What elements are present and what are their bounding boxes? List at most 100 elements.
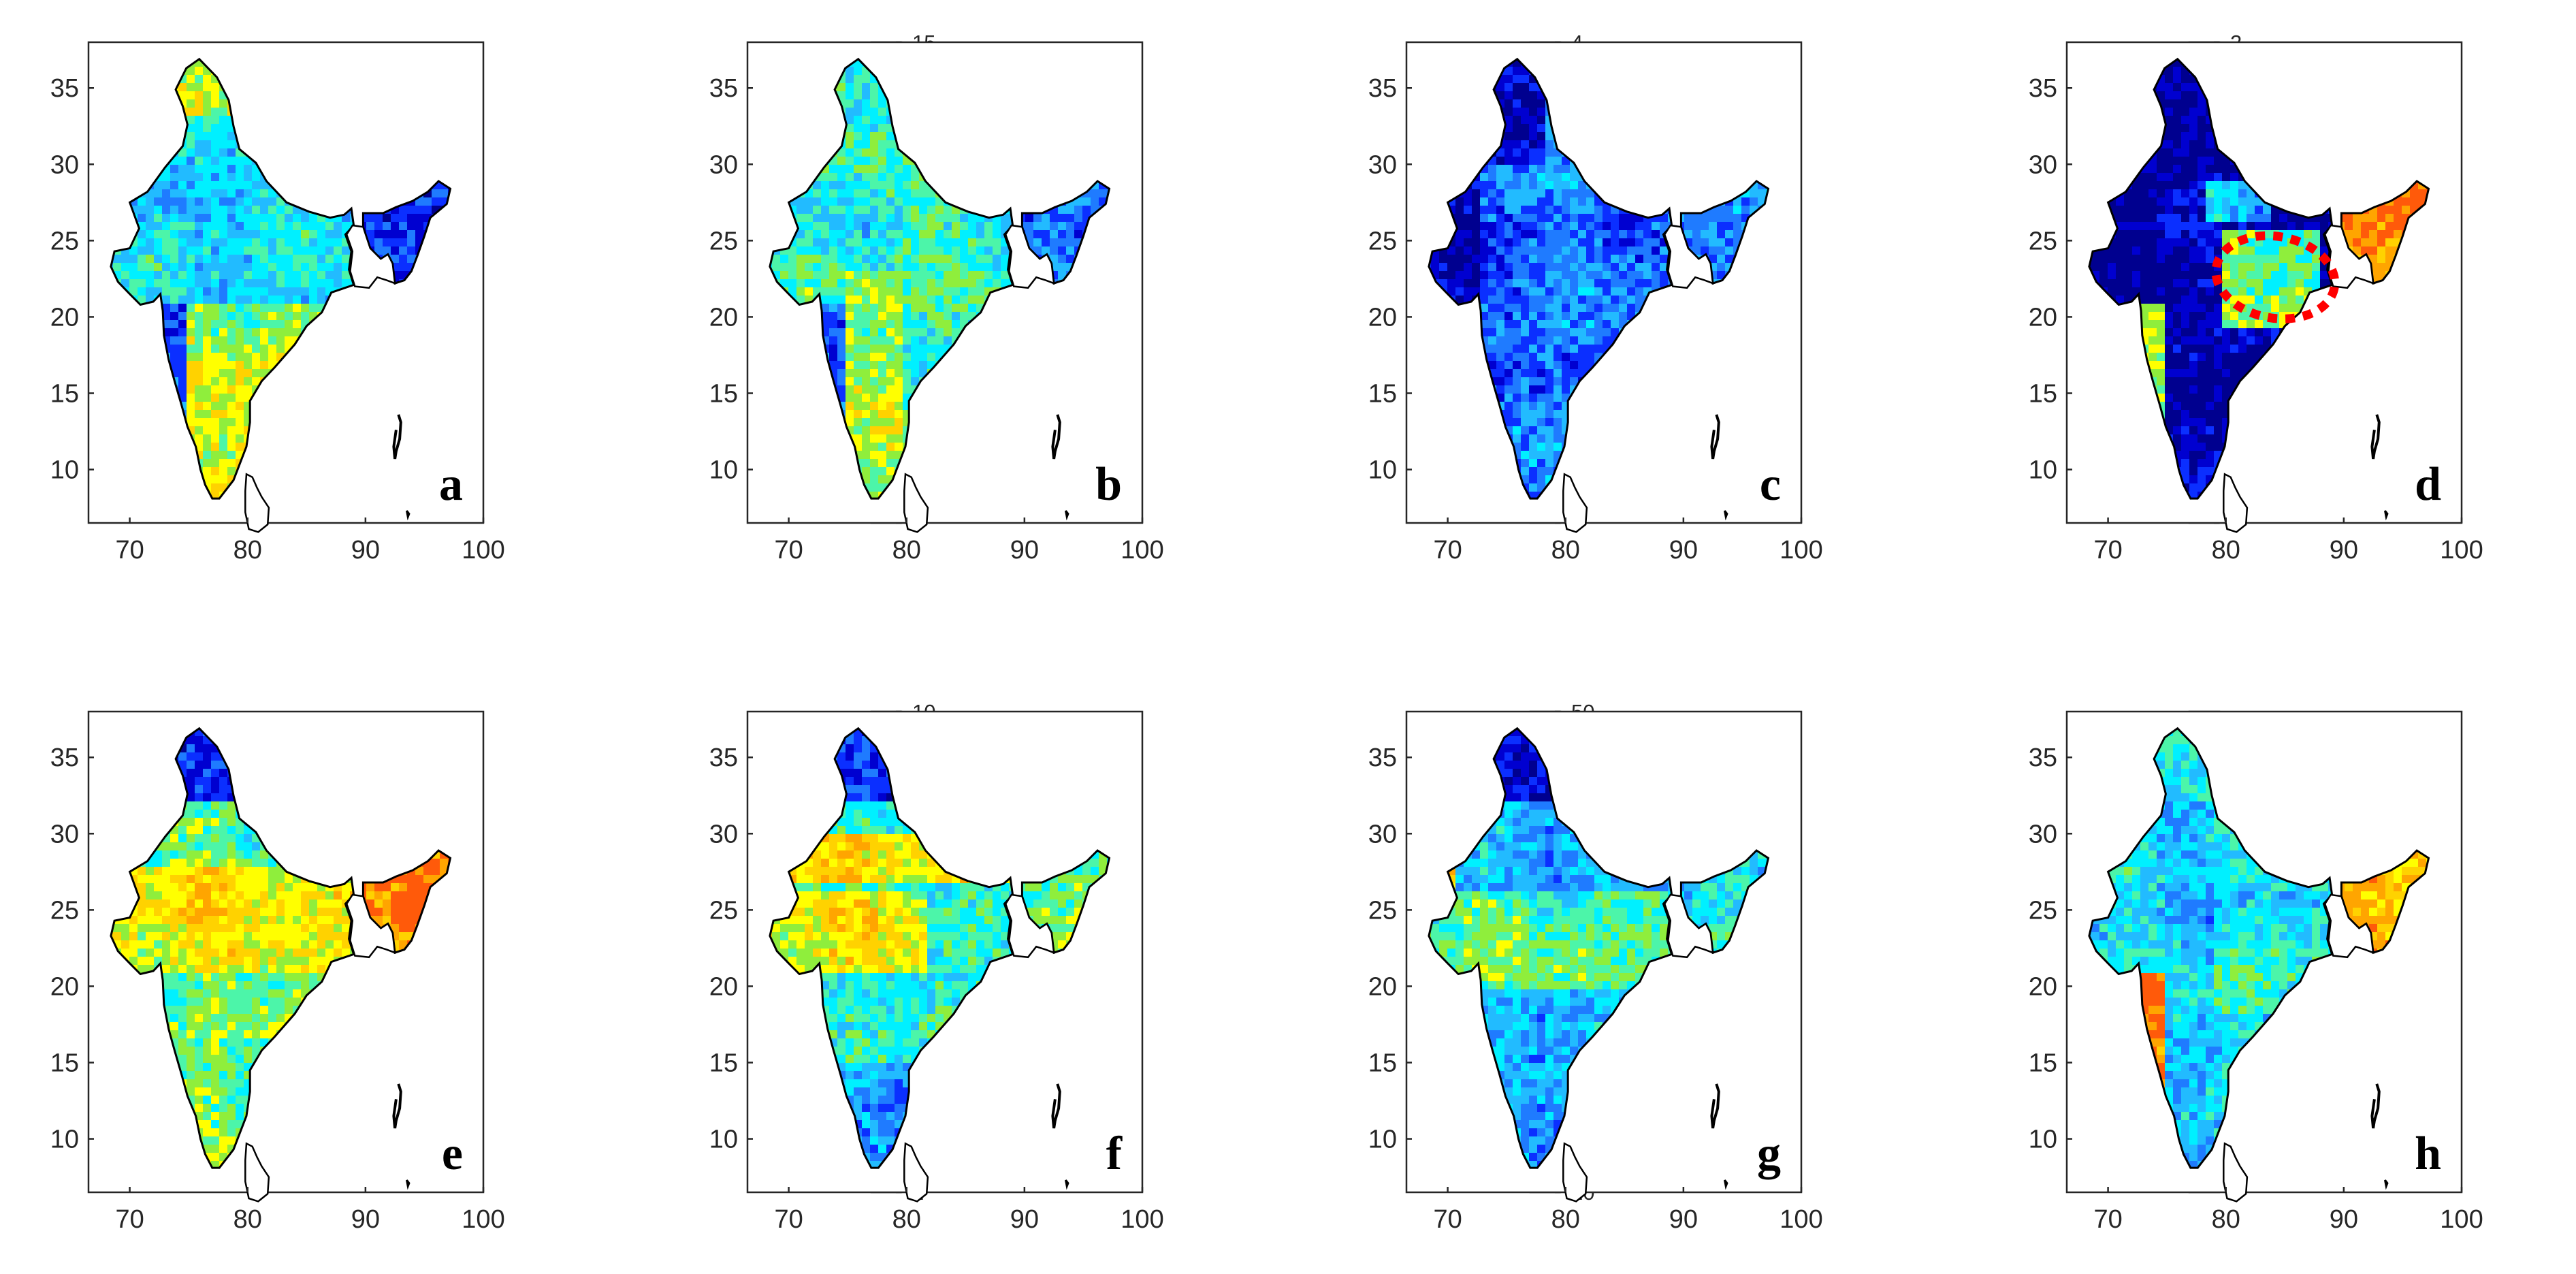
map-panel-d: 708090100353025201510d00.511.522.53 <box>2029 41 2483 564</box>
y-tick-label: 20 <box>1368 972 1397 1001</box>
y-tick-label: 30 <box>50 150 79 179</box>
nicobar-islands <box>2384 510 2389 521</box>
andaman-islands <box>2370 1083 2381 1129</box>
india-boundary <box>769 57 1014 500</box>
india-boundary <box>769 727 1014 1169</box>
x-tick-label: 100 <box>1121 536 1163 564</box>
x-tick-label: 70 <box>2093 1205 2122 1234</box>
andaman-islands <box>1051 1083 1061 1129</box>
y-tick-label: 30 <box>1368 150 1397 179</box>
x-tick-label: 80 <box>234 1205 262 1234</box>
bangladesh-outline <box>1004 893 1055 959</box>
india-boundary <box>110 727 355 1169</box>
map-panel-e: 708090100353025201510e246810 <box>50 700 936 1234</box>
india-boundary <box>110 57 355 500</box>
map-panel-h: 708090100353025201510h0100200300400500 <box>2029 710 2483 1234</box>
x-tick-label: 100 <box>1780 1205 1822 1234</box>
nicobar-islands <box>1724 510 1728 521</box>
nicobar-islands <box>1065 1179 1069 1190</box>
y-tick-label: 10 <box>50 456 79 485</box>
sri-lanka-outline <box>1562 1142 1588 1203</box>
panel-label: b <box>1095 458 1122 511</box>
y-tick-label: 20 <box>50 303 79 332</box>
y-tick-label: 25 <box>709 896 738 925</box>
y-tick-label: 35 <box>50 744 79 772</box>
x-tick-label: 90 <box>1669 536 1698 564</box>
y-tick-label: 15 <box>50 379 79 408</box>
map-panel-a: 708090100353025201510a051015 <box>50 31 936 564</box>
bangladesh-outline <box>1663 893 1714 959</box>
x-tick-label: 100 <box>462 536 504 564</box>
y-tick-label: 30 <box>50 820 79 848</box>
sri-lanka-outline <box>903 1142 929 1203</box>
x-tick-label: 70 <box>2093 536 2122 564</box>
x-tick-label: 80 <box>1551 1205 1580 1234</box>
y-tick-label: 10 <box>709 1126 738 1154</box>
x-tick-label: 80 <box>892 1205 921 1234</box>
y-tick-label: 10 <box>709 456 738 485</box>
y-tick-label: 30 <box>1368 820 1397 848</box>
x-tick-label: 70 <box>774 536 803 564</box>
x-tick-label: 100 <box>1780 536 1822 564</box>
sri-lanka-outline <box>903 473 929 533</box>
y-tick-label: 20 <box>1368 303 1397 332</box>
x-tick-label: 100 <box>2440 1205 2483 1234</box>
x-tick-label: 90 <box>351 536 380 564</box>
panel-label: g <box>1757 1128 1781 1180</box>
y-tick-label: 20 <box>709 303 738 332</box>
y-tick-label: 20 <box>709 972 738 1001</box>
y-tick-label: 25 <box>1368 227 1397 255</box>
y-tick-label: 35 <box>2029 744 2057 772</box>
y-tick-label: 15 <box>709 1049 738 1077</box>
x-tick-label: 70 <box>1433 536 1462 564</box>
y-tick-label: 30 <box>2029 150 2057 179</box>
bangladesh-outline <box>1663 224 1714 289</box>
y-tick-label: 20 <box>2029 303 2057 332</box>
highlight-ellipse <box>2211 231 2340 323</box>
andaman-islands <box>392 1083 402 1129</box>
y-tick-label: 10 <box>1368 456 1397 485</box>
panel-label: d <box>2415 458 2441 511</box>
nicobar-islands <box>406 1179 410 1190</box>
x-tick-label: 70 <box>115 536 144 564</box>
y-tick-label: 15 <box>2029 1049 2057 1077</box>
sri-lanka-outline <box>2223 1142 2249 1203</box>
y-tick-label: 35 <box>50 74 79 103</box>
y-tick-label: 30 <box>2029 820 2057 848</box>
y-tick-label: 15 <box>709 379 738 408</box>
x-tick-label: 100 <box>462 1205 504 1234</box>
y-tick-label: 15 <box>1368 1049 1397 1077</box>
india-boundary <box>2088 57 2334 500</box>
x-tick-label: 90 <box>1010 536 1039 564</box>
y-tick-label: 20 <box>2029 972 2057 1001</box>
bangladesh-outline <box>2323 893 2374 959</box>
nicobar-islands <box>406 510 410 521</box>
x-tick-label: 90 <box>1010 1205 1039 1234</box>
andaman-islands <box>2370 414 2381 460</box>
bangladesh-outline <box>1004 224 1055 289</box>
x-tick-label: 90 <box>351 1205 380 1234</box>
india-boundary <box>1428 727 1673 1169</box>
y-tick-label: 35 <box>1368 744 1397 772</box>
y-tick-label: 25 <box>50 896 79 925</box>
y-tick-label: 15 <box>50 1049 79 1077</box>
andaman-islands <box>1710 414 1720 460</box>
x-tick-label: 80 <box>1551 536 1580 564</box>
panel-label: f <box>1106 1128 1123 1180</box>
bangladesh-outline <box>345 224 396 289</box>
y-tick-label: 35 <box>2029 74 2057 103</box>
y-tick-label: 10 <box>1368 1126 1397 1154</box>
x-tick-label: 80 <box>2212 536 2240 564</box>
india-boundary <box>2088 727 2334 1169</box>
y-tick-label: 35 <box>709 74 738 103</box>
y-tick-label: 15 <box>1368 379 1397 408</box>
nicobar-islands <box>2384 1179 2389 1190</box>
panel-label: a <box>439 458 463 511</box>
y-tick-label: 30 <box>709 820 738 848</box>
y-tick-label: 35 <box>709 744 738 772</box>
map-panel-f: 708090100353025201510f1020304050 <box>709 700 1595 1234</box>
y-tick-label: 30 <box>709 150 738 179</box>
andaman-islands <box>1710 1083 1720 1129</box>
x-tick-label: 70 <box>115 1205 144 1234</box>
